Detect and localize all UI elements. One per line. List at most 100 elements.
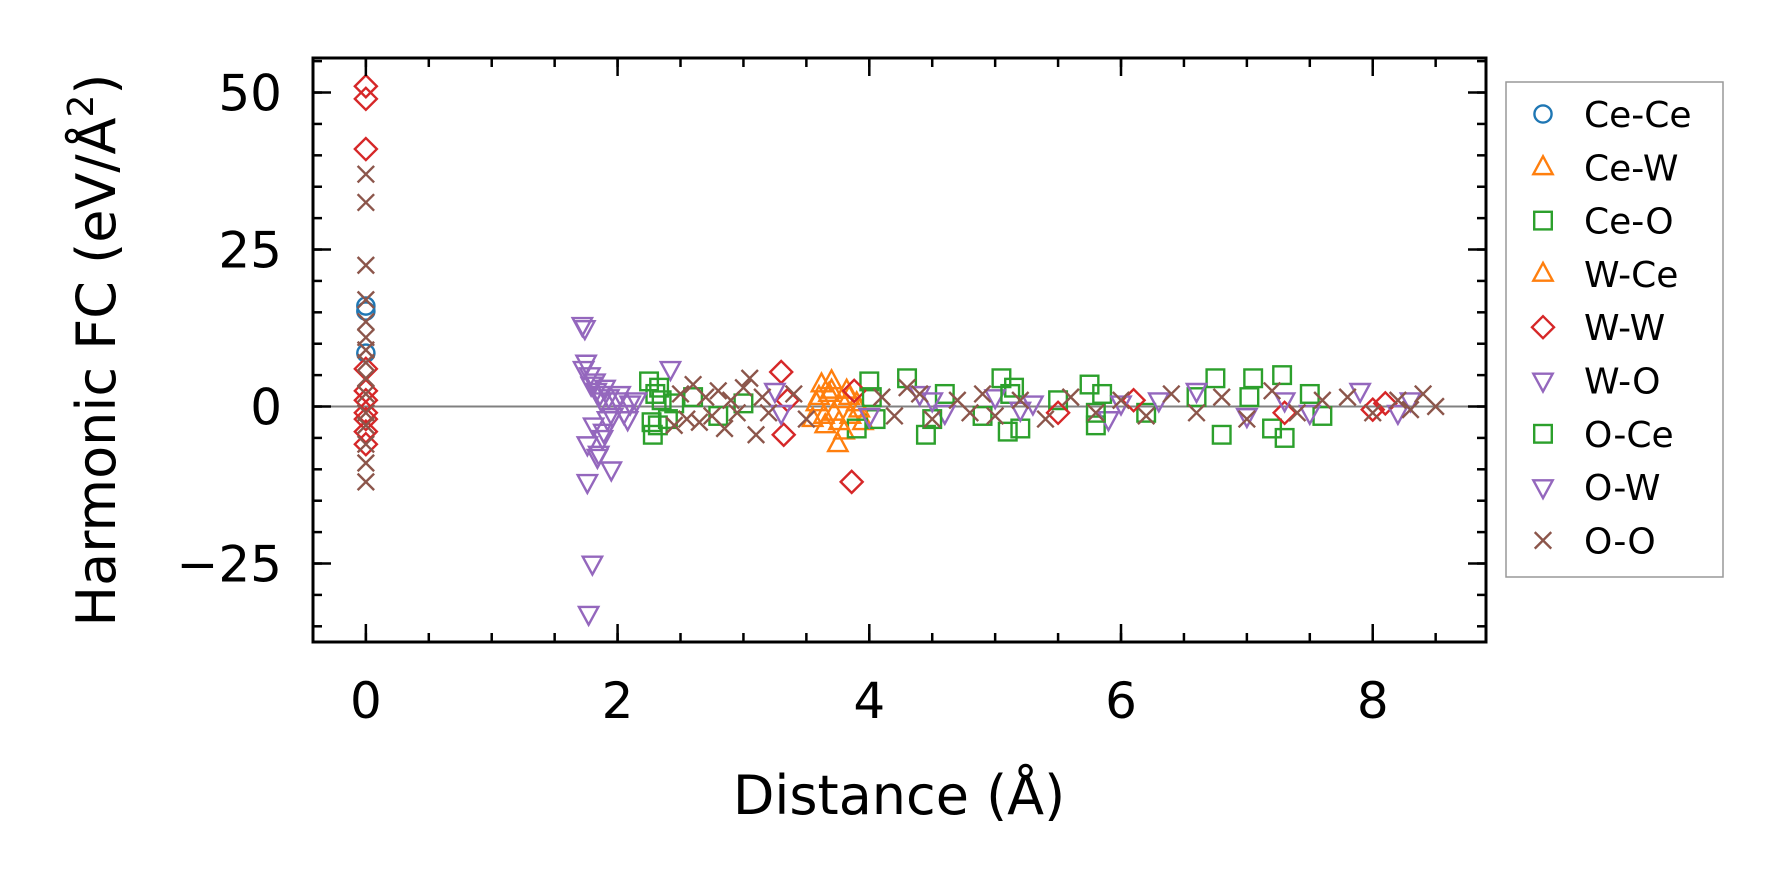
data-point bbox=[1274, 427, 1295, 448]
data-point bbox=[857, 407, 881, 430]
legend-label: Ce-W bbox=[1584, 148, 1678, 189]
data-point bbox=[671, 384, 690, 404]
data-point bbox=[573, 320, 597, 342]
data-point bbox=[600, 407, 625, 430]
data-point bbox=[356, 353, 375, 372]
legend-marker bbox=[1530, 314, 1556, 340]
data-point bbox=[715, 419, 734, 438]
data-point bbox=[1036, 409, 1055, 429]
data-point bbox=[923, 409, 942, 429]
data-point bbox=[651, 390, 672, 411]
data-point bbox=[353, 431, 379, 457]
data-point bbox=[1092, 383, 1113, 404]
data-point bbox=[618, 395, 642, 417]
data-point bbox=[571, 360, 596, 383]
x-tick-label: 8 bbox=[1357, 672, 1389, 730]
data-point bbox=[872, 387, 891, 407]
data-point bbox=[1011, 391, 1030, 410]
data-point bbox=[1298, 404, 1322, 427]
data-point bbox=[859, 371, 880, 392]
x-tick-label: 6 bbox=[1105, 672, 1137, 730]
data-point bbox=[1235, 407, 1259, 430]
data-point bbox=[753, 387, 772, 407]
y-axis-label: Harmonic FC (eV/Å2) bbox=[61, 74, 128, 627]
legend-label: W-W bbox=[1584, 308, 1665, 349]
data-point bbox=[647, 415, 668, 436]
data-point bbox=[997, 421, 1018, 442]
data-point bbox=[759, 403, 778, 422]
data-point bbox=[847, 396, 871, 418]
data-point bbox=[579, 376, 603, 399]
data-point bbox=[353, 73, 379, 99]
data-point bbox=[1045, 400, 1071, 426]
data-point bbox=[1137, 406, 1156, 426]
data-point bbox=[734, 378, 753, 397]
data-point bbox=[1288, 403, 1307, 422]
data-point bbox=[973, 384, 992, 404]
data-point bbox=[356, 369, 375, 388]
x-tick-label: 0 bbox=[350, 672, 382, 730]
legend-label: Ce-O bbox=[1584, 202, 1674, 243]
legend-marker bbox=[1532, 210, 1553, 231]
data-point bbox=[624, 392, 649, 414]
data-point bbox=[608, 385, 632, 408]
data-point bbox=[897, 368, 918, 389]
legend-label: W-Ce bbox=[1584, 255, 1678, 296]
data-point bbox=[1401, 400, 1420, 419]
data-point bbox=[960, 403, 980, 422]
data-point bbox=[356, 384, 375, 404]
data-point bbox=[1363, 403, 1382, 422]
data-points-group bbox=[353, 73, 1445, 628]
data-point bbox=[1299, 383, 1320, 404]
data-point bbox=[1061, 387, 1080, 407]
data-point bbox=[827, 408, 851, 431]
data-point bbox=[819, 367, 844, 390]
data-point bbox=[728, 403, 747, 422]
data-point bbox=[356, 290, 375, 309]
legend-marker bbox=[1533, 104, 1553, 124]
data-point bbox=[353, 86, 379, 112]
data-point bbox=[696, 387, 715, 407]
data-point bbox=[1136, 402, 1157, 423]
data-point bbox=[708, 405, 729, 426]
data-point bbox=[599, 461, 623, 483]
data-point bbox=[709, 381, 728, 400]
data-point bbox=[1272, 365, 1293, 386]
data-point bbox=[353, 136, 379, 162]
legend-label: O-W bbox=[1584, 468, 1660, 509]
data-point bbox=[837, 383, 861, 406]
data-point bbox=[657, 409, 678, 430]
data-point bbox=[1272, 392, 1297, 414]
data-point bbox=[784, 384, 803, 404]
data-point bbox=[1111, 391, 1131, 410]
data-point bbox=[1120, 387, 1147, 413]
data-point bbox=[1243, 368, 1264, 389]
y-tick-labels: −25 0 25 50 bbox=[176, 65, 282, 594]
data-point bbox=[1205, 368, 1226, 389]
x-tick-label: 4 bbox=[853, 672, 885, 730]
y-axis-label-close: ) bbox=[65, 74, 128, 95]
data-point bbox=[838, 402, 863, 424]
series-O-Ce bbox=[641, 377, 1260, 433]
data-point bbox=[649, 377, 670, 398]
data-point bbox=[838, 469, 865, 495]
data-point bbox=[1187, 403, 1206, 422]
data-point bbox=[590, 429, 615, 452]
data-point bbox=[1426, 397, 1445, 416]
data-point bbox=[356, 312, 375, 331]
axis-ticks-group bbox=[313, 58, 1486, 642]
data-point bbox=[1338, 387, 1357, 407]
data-point bbox=[804, 389, 829, 412]
data-point bbox=[763, 382, 787, 405]
x-axis-label: Distance (Å) bbox=[733, 763, 1065, 827]
data-point bbox=[885, 406, 904, 426]
legend-marker bbox=[1531, 153, 1555, 176]
legend-label: W-O bbox=[1584, 362, 1660, 403]
data-point bbox=[356, 472, 375, 491]
data-point bbox=[1388, 391, 1407, 410]
data-point bbox=[819, 377, 844, 399]
series-O-O bbox=[356, 165, 1445, 491]
data-point bbox=[356, 256, 375, 275]
data-point bbox=[575, 473, 600, 496]
